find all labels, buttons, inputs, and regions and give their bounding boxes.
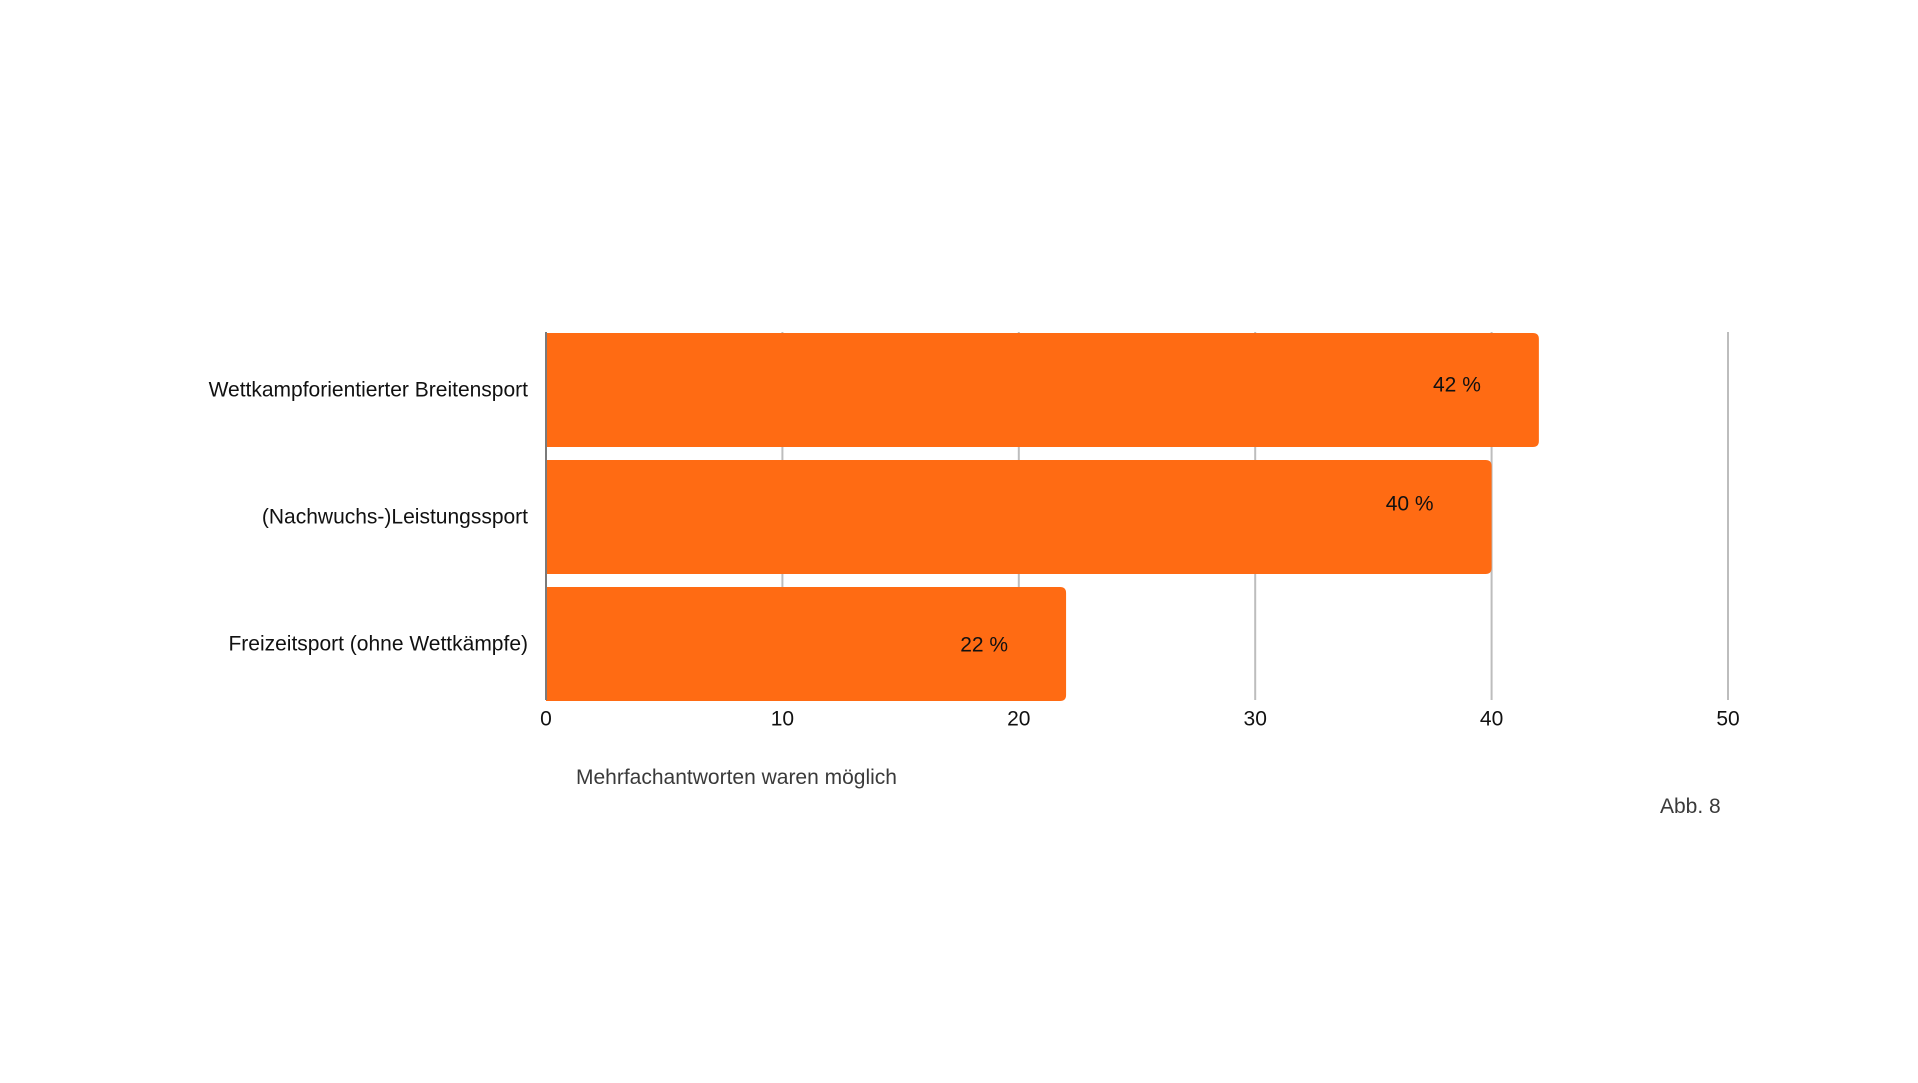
x-tick-label-30: 30	[1244, 708, 1267, 731]
bar-0	[546, 333, 1539, 447]
x-tick-label-0: 0	[540, 708, 552, 731]
x-tick-label-40: 40	[1480, 708, 1503, 731]
bar-1	[546, 460, 1492, 574]
bar-2	[546, 587, 1067, 701]
category-label-1: (Nachwuchs-)Leistungssport	[262, 506, 528, 529]
category-label-2: Freizeitsport (ohne Wettkämpfe)	[228, 633, 528, 656]
x-tick-label-20: 20	[1007, 708, 1030, 731]
x-tick-label-50: 50	[1716, 708, 1739, 731]
chart-footnote: Mehrfachantworten waren möglich	[576, 766, 897, 789]
x-tick-label-10: 10	[771, 708, 794, 731]
data-label-0: 42 %	[1433, 374, 1481, 397]
data-label-2: 22 %	[960, 634, 1008, 657]
figure-label: Abb. 8	[1660, 795, 1721, 818]
data-label-1: 40 %	[1386, 493, 1434, 516]
category-label-0: Wettkampforientierter Breitensport	[209, 379, 529, 402]
